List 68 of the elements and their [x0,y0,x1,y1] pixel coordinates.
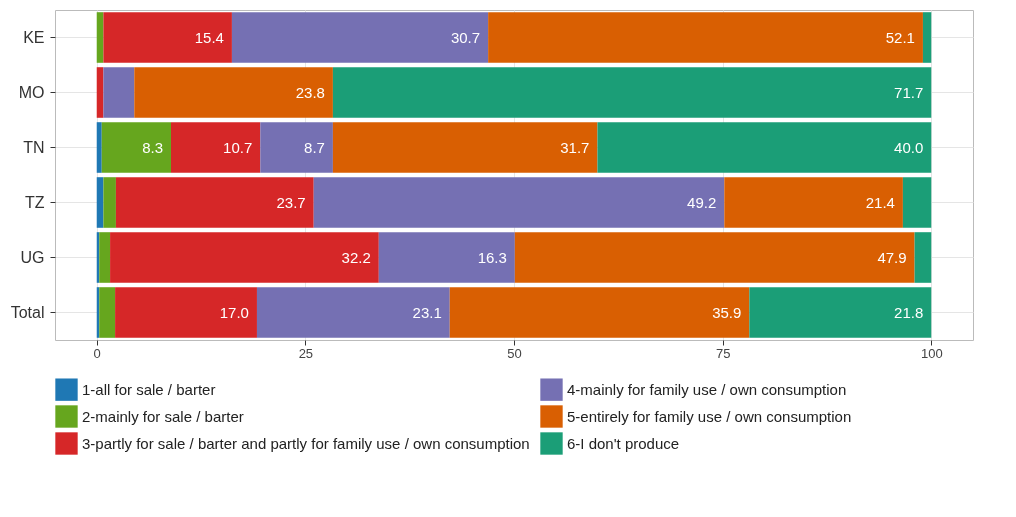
data-label: 23.8 [295,83,325,101]
x-tick-label: 0 [93,345,101,361]
data-label: 21.8 [894,303,924,321]
bar [332,67,932,118]
bar [96,12,104,63]
data-label: 16.3 [477,248,507,266]
data-label: 52.1 [885,28,915,46]
y-tick-label: UG [20,248,45,266]
x-tick-label: 75 [715,345,731,361]
data-label: 30.7 [450,28,481,46]
bar [922,12,932,63]
data-label: 32.2 [341,248,371,266]
bar [96,67,104,118]
bar [488,12,923,63]
x-tick-label: 100 [920,345,943,361]
legend-label: 3-partly for sale / barter and partly for family use / own consumption [82,434,530,452]
legend-label: 1-all for sale / barter [82,380,216,398]
bar [103,177,116,228]
bar [115,287,257,338]
bar [449,287,750,338]
data-label: 21.4 [865,193,895,211]
bar [902,177,932,228]
bar [256,287,450,338]
bar [99,232,111,283]
bar [115,177,314,228]
data-label: 71.7 [894,83,924,101]
y-tick-label: TZ [24,193,45,211]
bar [101,122,171,173]
y-tick-label: Total [10,303,45,321]
data-label: 47.9 [877,248,907,266]
bar [749,287,932,338]
data-label: 23.1 [412,303,442,321]
legend-label: 2-mainly for sale / barter [82,407,244,425]
data-label: 10.7 [223,138,253,156]
y-tick-label: KE [23,28,45,46]
bar [231,12,489,63]
data-label: 35.9 [712,303,742,321]
bar [110,232,379,283]
bar [96,177,104,228]
bar [914,232,932,283]
data-label: 49.2 [687,193,717,211]
data-label: 23.7 [276,193,306,211]
data-label: 8.7 [304,138,325,156]
x-tick-label: 50 [507,345,522,361]
data-label: 40.0 [894,138,924,156]
data-label: 31.7 [560,138,590,156]
legend-label: 4-mainly for family use / own consumption [567,380,847,398]
bar [514,232,915,283]
bar [313,177,725,228]
bar [99,287,116,338]
bar [724,177,903,228]
bar [260,122,333,173]
legend-label: 6-I don't produce [567,434,680,452]
bar [103,67,135,118]
x-tick-label: 25 [298,345,314,361]
bar [597,122,932,173]
y-tick-label: MO [18,83,45,101]
bar [103,12,232,63]
bar [378,232,515,283]
data-label: 17.0 [219,303,249,321]
legend-label: 5-entirely for family use / own consumption [567,407,852,425]
data-label: 8.3 [142,138,163,156]
bar [332,122,598,173]
bar [96,122,102,173]
y-tick-label: TN [23,138,45,156]
bar [134,67,333,118]
bar [171,122,261,173]
data-label: 15.4 [194,28,224,46]
